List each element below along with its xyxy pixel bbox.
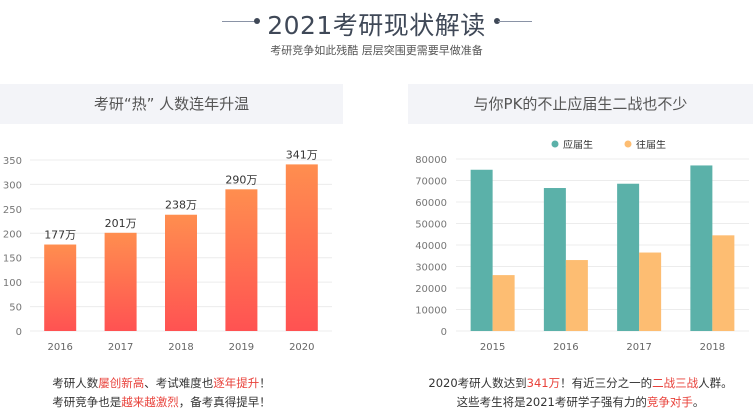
bar-past-graduates — [565, 260, 588, 331]
y-tick-label: 30000 — [415, 263, 447, 274]
right-caption: 2020考研人数达到341万！有近三分之一的二战三战人群。 这些考生将是2021… — [408, 374, 753, 412]
x-tick-label: 2018 — [168, 342, 193, 353]
left-caption-line-2: 考研竞争也是越来越激烈，备考真得提早！ — [0, 393, 323, 412]
legend-marker — [551, 140, 559, 148]
y-tick-label: 0 — [16, 327, 22, 338]
caption-text: 考研人数 — [52, 376, 99, 390]
bar — [165, 214, 197, 331]
caption-text: ！有近三分之一的 — [560, 376, 653, 390]
caption-highlight: 逐年提升 — [213, 376, 260, 390]
caption-text: 人群。 — [698, 376, 733, 390]
left-caption: 考研人数屡创新高、考试难度也逐年提升！ 考研竞争也是越来越激烈，备考真得提早！ — [0, 374, 323, 412]
caption-text: 这些考生将是2021考研学子强有力的 — [456, 395, 647, 409]
data-label: 238万 — [165, 199, 197, 212]
caption-highlight: 二战三战 — [652, 376, 699, 390]
bar-current-graduates — [543, 188, 566, 331]
title-right-dot — [494, 18, 500, 24]
x-tick-label: 2019 — [229, 342, 254, 353]
bar-past-graduates — [639, 252, 662, 331]
page-title: 2021考研现状解读 — [267, 11, 486, 40]
y-tick-label: 10000 — [415, 306, 447, 317]
y-tick-label: 70000 — [415, 177, 447, 188]
caption-highlight: 341万 — [526, 376, 561, 390]
caption-highlight: 越来越激烈 — [121, 395, 179, 409]
y-tick-label: 80000 — [415, 155, 447, 166]
title-right-line — [498, 21, 532, 22]
y-tick-label: 60000 — [415, 198, 447, 209]
title-left-dot — [254, 18, 260, 24]
bar-past-graduates — [492, 275, 515, 331]
y-tick-label: 40000 — [415, 241, 447, 252]
legend-marker — [624, 140, 632, 148]
page-subtitle: 考研竞争如此残酷 层层突围更需要早做准备 — [270, 44, 483, 57]
right-panel-title: 与你PK的不止应届生二战也不少 — [408, 84, 753, 124]
page-header: 2021考研现状解读 考研竞争如此残酷 层层突围更需要早做准备 — [0, 0, 753, 66]
caption-highlight: 竞争对手 — [646, 395, 693, 409]
legend-label: 应届生 — [563, 140, 593, 151]
right-caption-line-2: 这些考生将是2021考研学子强有力的竞争对手。 — [408, 393, 753, 412]
bar — [225, 189, 258, 331]
bar — [285, 164, 318, 331]
y-tick-label: 150 — [3, 254, 22, 265]
y-tick-label: 300 — [3, 180, 22, 191]
y-tick-label: 20000 — [415, 284, 447, 295]
y-tick-label: 0 — [441, 327, 447, 338]
x-tick-label: 2017 — [108, 342, 133, 353]
caption-text: 、考试难度也 — [144, 376, 214, 390]
caption-text: 考研竞争也是 — [52, 395, 122, 409]
x-tick-label: 2017 — [626, 342, 651, 353]
data-label: 177万 — [44, 229, 76, 242]
x-tick-label: 2020 — [289, 342, 314, 353]
left-panel-title: 考研“热” 人数连年升温 — [0, 84, 343, 124]
y-tick-label: 250 — [3, 205, 22, 216]
caption-text: 2020考研人数达到 — [428, 376, 527, 390]
right-caption-line-1: 2020考研人数达到341万！有近三分之一的二战三战人群。 — [408, 374, 753, 393]
y-tick-label: 50000 — [415, 220, 447, 231]
left-caption-line-1: 考研人数屡创新高、考试难度也逐年提升！ — [0, 374, 323, 393]
x-tick-label: 2018 — [700, 342, 725, 353]
y-tick-label: 350 — [3, 156, 22, 167]
data-label: 290万 — [225, 173, 257, 186]
bar-past-graduates — [712, 235, 735, 331]
x-tick-label: 2016 — [553, 342, 578, 353]
title-left-line — [222, 21, 256, 22]
bar-current-graduates — [470, 169, 493, 331]
x-tick-label: 2015 — [480, 342, 505, 353]
bar-current-graduates — [690, 165, 713, 331]
y-tick-label: 50 — [9, 303, 22, 314]
enrollment-bar-chart: 0 50 100 150 200 250 300 350 177万 2016 201万 2017 238… — [3, 148, 332, 353]
bar — [44, 244, 77, 331]
data-label: 201万 — [105, 217, 137, 230]
data-label: 341万 — [286, 148, 318, 161]
y-tick-label: 200 — [3, 229, 22, 240]
caption-text: ！ — [259, 376, 271, 390]
y-tick-label: 100 — [3, 278, 22, 289]
x-tick-label: 2016 — [47, 342, 72, 353]
caption-text: ，备考真得提早！ — [178, 395, 271, 409]
legend-label: 往届生 — [636, 140, 666, 151]
caption-highlight: 屡创新高 — [98, 376, 145, 390]
bar-current-graduates — [617, 183, 640, 331]
bar — [104, 232, 137, 331]
caption-text: 。 — [692, 395, 705, 409]
candidate-type-bar-chart: 应届生 往届生 0 10000 20000 30000 40000 50000 60000 700… — [415, 140, 749, 353]
